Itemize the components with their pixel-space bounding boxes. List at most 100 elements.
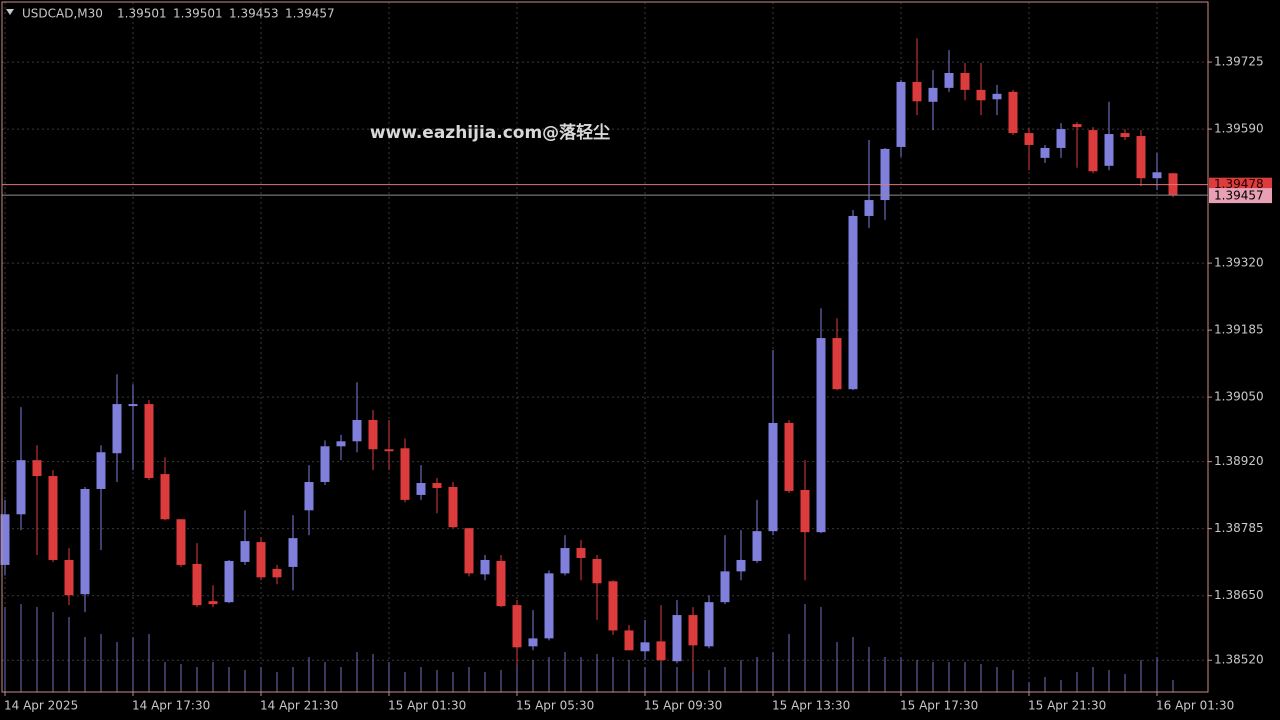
candle-body [1008, 91, 1018, 134]
y-tick-label: 1.39725 [1214, 55, 1264, 69]
candle-body [320, 446, 330, 483]
y-tick-label: 1.39590 [1214, 122, 1264, 136]
candle-body [784, 422, 794, 491]
candle-body [1024, 133, 1034, 145]
candle-body [832, 338, 842, 390]
header-close: 1.39457 [285, 7, 335, 21]
candle-body [864, 200, 874, 216]
candle-body [384, 449, 394, 452]
candle-body [48, 476, 58, 560]
candle-body [480, 559, 490, 575]
candle-body [176, 519, 186, 565]
axes: 1.39725 1.39590 1.39320 1.39185 1.39050 1.389… [4, 55, 1272, 713]
candle-body [432, 483, 442, 488]
candle-body [592, 558, 602, 584]
candle-body [512, 605, 522, 648]
candle-body [688, 615, 698, 646]
menu-arrow[interactable] [6, 9, 14, 15]
x-tick-label: 15 Apr 13:30 [772, 699, 850, 713]
candle-body [976, 89, 986, 101]
candle-body [896, 81, 906, 147]
candle-body [992, 93, 1002, 100]
candle-body [1040, 147, 1050, 158]
x-tick-label: 14 Apr 17:30 [132, 699, 210, 713]
candle-body [544, 573, 554, 639]
candle-body [32, 460, 42, 477]
y-tick-label: 1.39050 [1214, 390, 1264, 404]
bid-label: 1.39457 [1214, 189, 1264, 203]
ask-label: 1.39478 [1214, 177, 1264, 191]
candle-body [128, 404, 138, 407]
bid-label-bg [1209, 188, 1272, 204]
candle-body [1104, 134, 1114, 166]
candle-body [352, 419, 362, 442]
candle-body [672, 615, 682, 662]
candle-body [1088, 130, 1098, 172]
candle-body [880, 148, 890, 201]
candle-body [624, 630, 634, 651]
volumes [4, 604, 1174, 692]
candle-body [1072, 124, 1082, 128]
x-tick-label: 15 Apr 09:30 [644, 699, 722, 713]
candle-body [640, 642, 650, 652]
candle-body [272, 568, 282, 578]
y-tick-label: 1.38785 [1214, 521, 1264, 535]
candle-body [848, 215, 858, 390]
y-tick-label: 1.38650 [1214, 588, 1264, 602]
candle-body [496, 560, 506, 607]
y-tick-label: 1.39320 [1214, 256, 1264, 270]
candle-body [704, 602, 714, 647]
candle-body [240, 541, 250, 562]
candle-body [944, 72, 954, 88]
x-tick-label: 15 Apr 05:30 [516, 699, 594, 713]
candle-body [448, 486, 458, 528]
y-tick-label: 1.38920 [1214, 454, 1264, 468]
header-open: 1.39501 [117, 7, 167, 21]
header-high: 1.39501 [173, 7, 223, 21]
candle-body [464, 528, 474, 574]
candle-body [208, 601, 218, 605]
candle-body [528, 638, 538, 647]
candle-body [768, 422, 778, 532]
candle-body [736, 559, 746, 572]
candle-body [336, 441, 346, 447]
candle-body [752, 531, 762, 561]
candle-body [224, 560, 234, 603]
y-tick-label: 1.38520 [1214, 653, 1264, 667]
candle-body [96, 452, 106, 489]
x-tick-label: 15 Apr 21:30 [1028, 699, 1106, 713]
candle-body [1152, 172, 1162, 179]
candle-body [304, 482, 314, 511]
symbol: USDCAD,M30 [22, 7, 103, 21]
candle-body [16, 460, 26, 515]
candle-body [0, 514, 10, 565]
grid [2, 2, 1208, 692]
y-tick-label: 1.39185 [1214, 323, 1264, 337]
candles [0, 38, 1178, 673]
candle-body [560, 548, 570, 574]
x-tick-label: 16 Apr 01:30 [1156, 699, 1234, 713]
candle-body [416, 483, 426, 495]
candle-body [1120, 133, 1130, 138]
candle-body [800, 489, 810, 533]
x-tick-label: 14 Apr 21:30 [260, 699, 338, 713]
watermark: www.eazhijia.com@落轻尘 [370, 122, 610, 143]
price-lines [2, 184, 1208, 196]
x-tick-label: 15 Apr 01:30 [388, 699, 466, 713]
candle-body [80, 488, 90, 595]
candle-body [608, 581, 618, 631]
candle-body [160, 474, 170, 520]
candle-body [1056, 129, 1066, 148]
candle-body [960, 72, 970, 90]
candle-body [288, 538, 298, 567]
candle-body [928, 87, 938, 102]
header-low: 1.39453 [229, 7, 279, 21]
candle-body [112, 404, 122, 454]
candle-body [144, 404, 154, 479]
candle-body [816, 338, 826, 533]
candle-body [1136, 136, 1146, 179]
candle-body [64, 559, 74, 596]
